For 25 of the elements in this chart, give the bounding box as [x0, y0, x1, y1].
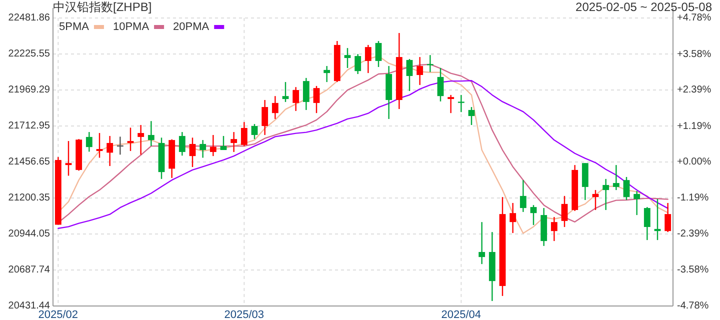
chart-subtitle: 2025-02-05 ~ 2025-05-08	[576, 0, 712, 14]
y2-tick-label: -3.58%	[677, 264, 709, 276]
y2-tick-label: +3.58%	[677, 48, 712, 60]
y2-tick-label: +0.00%	[677, 156, 712, 168]
y-tick-label: 20944.05	[8, 228, 50, 240]
y2-tick-label: -4.78%	[677, 300, 709, 312]
y2-tick-label: +1.19%	[677, 120, 712, 132]
legend-label: 20PMA	[173, 20, 210, 33]
y2-tick-label: +4.78%	[677, 12, 712, 24]
x-tick-label: 2025/02	[38, 308, 78, 320]
y-tick-label: 22225.55	[8, 48, 50, 60]
y-tick-label: 21456.65	[8, 156, 50, 168]
y2-tick-label: +2.39%	[677, 84, 712, 96]
y2-tick-label: -1.19%	[677, 192, 709, 204]
y-tick-label: 21200.35	[8, 192, 50, 204]
legend-label: 5PMA	[59, 20, 90, 33]
y2-tick-label: -2.39%	[677, 228, 709, 240]
x-tick-label: 2025/03	[224, 308, 264, 320]
legend-label: 10PMA	[112, 20, 150, 33]
chart-title: 中汉铅指数[ZHPB]	[53, 0, 152, 14]
y-tick-label: 20687.74	[8, 264, 50, 276]
y-tick-label: 21969.29	[8, 84, 50, 96]
x-tick-label: 2025/04	[441, 308, 482, 320]
y-tick-label: 22481.86	[8, 12, 50, 24]
y-tick-label: 21712.95	[8, 120, 50, 132]
